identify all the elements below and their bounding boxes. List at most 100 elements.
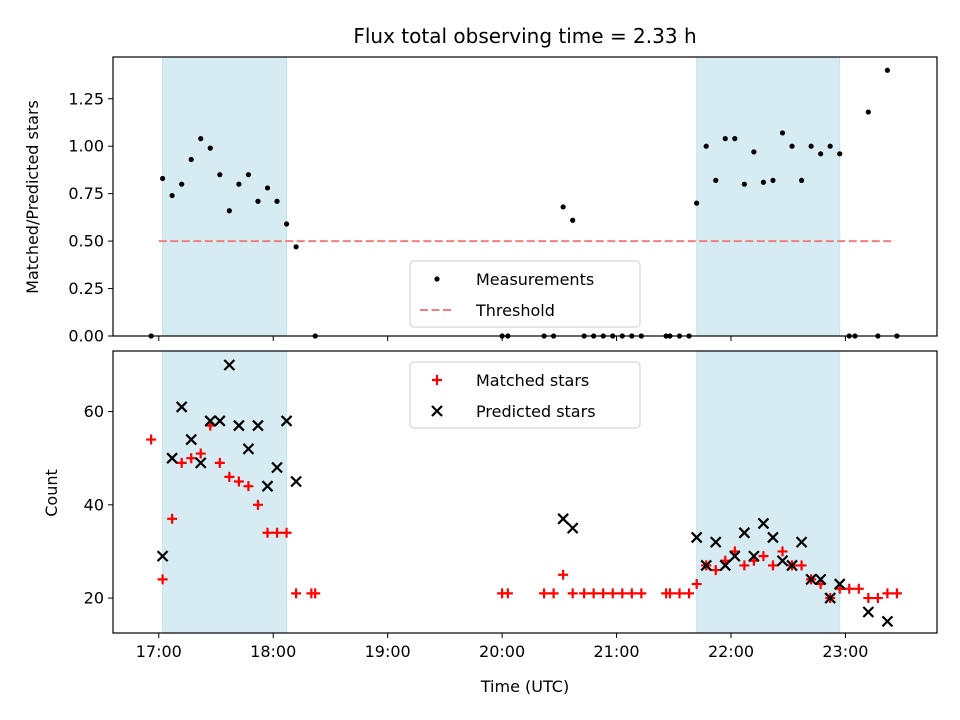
- matched-stars-point: [186, 453, 197, 464]
- predicted-stars-point: [175, 401, 188, 413]
- predicted-stars-point: [748, 550, 760, 562]
- count-y-axis-label: Count: [42, 469, 61, 517]
- ratio-y-axis-label: Matched/Predicted stars: [23, 100, 42, 294]
- axes-frame: [112, 350, 938, 634]
- legend: Matched stars Predicted stars: [409, 361, 641, 429]
- measurement-point: [188, 156, 194, 163]
- axes-frame: [112, 56, 938, 337]
- measurement-point: [570, 217, 576, 223]
- y-tick-label: 1.25: [68, 89, 104, 108]
- x-tick-label: 18:00: [250, 642, 296, 661]
- matched-stars-point: [664, 588, 675, 599]
- legend: Measurements Threshold: [409, 260, 641, 328]
- predicted-stars-point: [204, 415, 217, 427]
- y-tick-label: 40: [84, 495, 104, 514]
- legend-label: Measurements: [476, 270, 594, 289]
- x-tick-label: 22:00: [708, 642, 754, 661]
- predicted-stars-point: [261, 480, 274, 492]
- predicted-stars-point: [290, 475, 302, 488]
- predicted-stars-point: [814, 573, 827, 586]
- count-x-axis-label: Time (UTC): [480, 677, 569, 696]
- matched-stars-point: [796, 560, 807, 571]
- legend-label: Matched stars: [476, 371, 589, 390]
- predicted-stars-point: [166, 452, 178, 464]
- predicted-stars-point: [805, 573, 817, 586]
- matched-stars-point: [579, 588, 590, 599]
- observing-interval-0: [162, 56, 288, 337]
- x-tick-label: 17:00: [136, 642, 182, 661]
- measurement-point: [808, 143, 814, 149]
- measurement-point: [694, 200, 700, 206]
- matched-stars-point: [684, 588, 695, 599]
- predicted-stars-point: [729, 550, 741, 562]
- matched-stars-point: [588, 588, 599, 599]
- measurement-point: [865, 109, 871, 115]
- predicted-stars-point: [757, 517, 770, 530]
- measurement-point: [789, 143, 795, 149]
- predicted-stars-point: [862, 606, 875, 618]
- predicted-stars-point: [252, 419, 264, 432]
- predicted-stars-point: [242, 443, 255, 455]
- measurement-point: [236, 181, 242, 187]
- matched-stars-point: [674, 588, 685, 599]
- predicted-stars-point: [194, 457, 207, 469]
- y-tick-label: 60: [84, 402, 104, 421]
- measurement-point: [884, 67, 891, 73]
- measurement-point: [751, 149, 757, 155]
- measurement-point: [713, 177, 719, 183]
- predicted-stars-point: [566, 522, 579, 534]
- measurement-point: [722, 136, 728, 142]
- predicted-stars-point: [738, 527, 751, 539]
- matched-stars-point: [243, 481, 254, 492]
- matched-stars-point: [767, 560, 778, 571]
- ratio-chart-title: Flux total observing time = 2.33 h: [353, 24, 696, 48]
- matched-stars-point: [146, 434, 157, 445]
- x-tick-label: 21:00: [594, 642, 640, 661]
- legend-label: Predicted stars: [476, 402, 596, 421]
- predicted-stars-point: [185, 433, 197, 446]
- matched-stars-point: [853, 583, 864, 594]
- observing-interval-0: [162, 350, 288, 634]
- measurement-point: [798, 177, 805, 183]
- matched-stars-point: [710, 565, 721, 576]
- matched-stars-point: [691, 579, 702, 590]
- predicted-stars-point: [280, 415, 293, 427]
- measurement-point: [207, 145, 213, 151]
- matched-stars-point: [636, 588, 647, 599]
- measurement-point: [760, 179, 767, 185]
- matched-stars-point: [872, 593, 883, 604]
- measurement-point: [293, 244, 299, 250]
- y-tick-label: 0.50: [68, 232, 104, 251]
- predicted-stars-point: [881, 615, 894, 628]
- measurement-point: [198, 136, 204, 142]
- measurement-point: [283, 221, 290, 227]
- ratio-panel: 0.00 0.25 0.50 0.75 1.00 1.25 Measurements Thre…: [68, 56, 938, 346]
- legend-label: Threshold: [475, 301, 555, 320]
- measurement-point: [217, 172, 223, 178]
- x-tick-label: 23:00: [822, 642, 868, 661]
- predicted-stars-point: [690, 531, 703, 544]
- predicted-stars-point: [795, 536, 808, 548]
- matched-stars-point: [233, 476, 244, 487]
- predicted-stars-point: [156, 550, 169, 562]
- measurement-point: [703, 143, 709, 149]
- legend-measurements-marker: [434, 276, 440, 282]
- predicted-stars-point: [824, 592, 836, 604]
- matched-stars-point: [863, 593, 874, 604]
- matched-stars-point: [281, 527, 292, 538]
- observing-interval-1: [696, 350, 841, 634]
- matched-stars-point: [291, 588, 302, 599]
- measurement-point: [779, 130, 786, 136]
- predicted-stars-point: [786, 559, 798, 572]
- measurement-point: [179, 181, 185, 187]
- y-tick-label: 0.00: [68, 327, 104, 346]
- matched-stars-point: [262, 527, 273, 538]
- measurement-point: [741, 181, 747, 187]
- y-tick-label: 0.75: [68, 184, 104, 203]
- matched-stars-point: [539, 588, 550, 599]
- legend-box: [409, 361, 641, 429]
- measurement-point: [837, 151, 843, 157]
- legend-predicted-marker: [431, 405, 443, 417]
- predicted-stars-point: [271, 461, 283, 474]
- matched-stars-point: [176, 457, 187, 468]
